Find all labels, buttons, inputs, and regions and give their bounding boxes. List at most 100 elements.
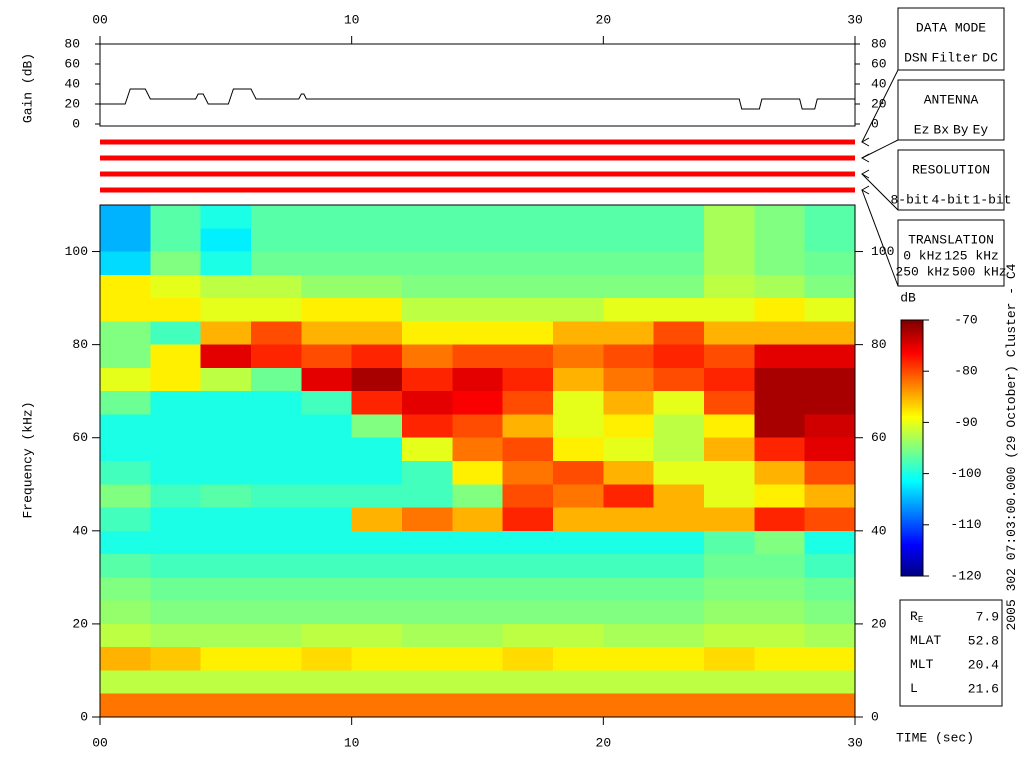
colorbar-step [901,378,923,381]
heat-cell [402,600,453,624]
colorbar-step [901,354,923,357]
x-tick-label: 10 [344,735,360,750]
heat-cell [150,205,201,229]
colorbar-step [901,382,923,385]
heat-cell [100,228,151,252]
heat-cell [301,437,352,461]
heat-cell [402,251,453,275]
heat-cell [351,228,402,252]
heat-cell [251,623,302,648]
colorbar-step [901,394,923,397]
heat-cell [452,484,503,508]
heat-cell [301,344,352,368]
heat-cell [553,600,604,624]
heat-cell [553,647,604,671]
heat-cell [603,321,654,345]
heat-cell [704,205,755,229]
colorbar-step [901,566,923,569]
heat-cell [100,600,151,624]
colorbar-step [901,508,923,511]
heat-cell [200,274,251,299]
colorbar-step [901,326,923,329]
heat-cell [653,530,704,555]
heat-cell [553,437,604,461]
heat-cell [452,577,503,601]
colorbar-step [901,520,923,523]
heat-cell [653,437,704,461]
heat-cell [704,298,755,322]
heat-cell [301,205,352,229]
heat-cell [502,507,553,531]
heat-cell [804,414,855,438]
heat-cell [653,623,704,648]
heat-cell [452,693,503,717]
heat-cell [301,274,352,299]
heat-cell [754,670,805,694]
gain-line [100,88,855,110]
heat-cell [100,344,151,368]
heat-cell [150,600,201,624]
colorbar-step [901,548,923,551]
heat-cell [100,530,151,555]
heat-cell [402,321,453,345]
colorbar-step [901,568,923,571]
colorbar-step [901,480,923,483]
colorbar-step [901,336,923,339]
colorbar-step [901,404,923,407]
heat-cell [351,461,402,485]
heat-cell [100,205,151,229]
heat-cell [653,228,704,252]
heat-cell [704,577,755,601]
colorbar-step [901,436,923,439]
heat-cell [704,344,755,368]
heat-cell [150,647,201,671]
heat-cell [150,577,201,601]
panel-option: Filter [931,50,978,65]
colorbar-step [901,424,923,427]
y-tick-label: 20 [72,616,88,631]
colorbar-step [901,574,923,577]
heat-cell [502,228,553,252]
colorbar-step [901,342,923,345]
heat-cell [402,344,453,368]
heat-cell [402,577,453,601]
heat-cell [502,414,553,438]
colorbar-step [901,482,923,485]
heat-cell [150,367,201,392]
heat-cell [704,693,755,717]
colorbar-step [901,552,923,555]
heat-cell [251,461,302,485]
colorbar-step [901,546,923,549]
heat-cell [452,205,503,229]
heat-cell [251,554,302,578]
colorbar-step [901,384,923,387]
heat-cell [301,251,352,275]
heat-cell [804,251,855,275]
colorbar-step [901,334,923,337]
colorbar-step [901,550,923,553]
heat-cell [351,577,402,601]
heat-cell [653,414,704,438]
x-tick-label: 00 [92,735,108,750]
panel-option: 125 kHz [944,248,999,263]
heat-cell [704,414,755,438]
colorbar-step [901,408,923,411]
heat-cell [251,274,302,299]
colorbar-step [901,396,923,399]
heat-cell [351,670,402,694]
colorbar-step [901,456,923,459]
info-value: 7.9 [976,609,999,624]
info-label-text: MLAT [910,633,941,648]
colorbar-step [901,462,923,465]
heat-cell [653,461,704,485]
x-tick-label: 20 [596,12,612,27]
heat-cell [301,321,352,345]
heat-cell [150,391,201,415]
heat-cell [452,647,503,671]
heat-cell [804,530,855,555]
colorbar-step [901,542,923,545]
heat-cell [251,507,302,531]
y-tick-label: 100 [871,244,894,259]
heat-cell [653,554,704,578]
colorbar-step [901,406,923,409]
